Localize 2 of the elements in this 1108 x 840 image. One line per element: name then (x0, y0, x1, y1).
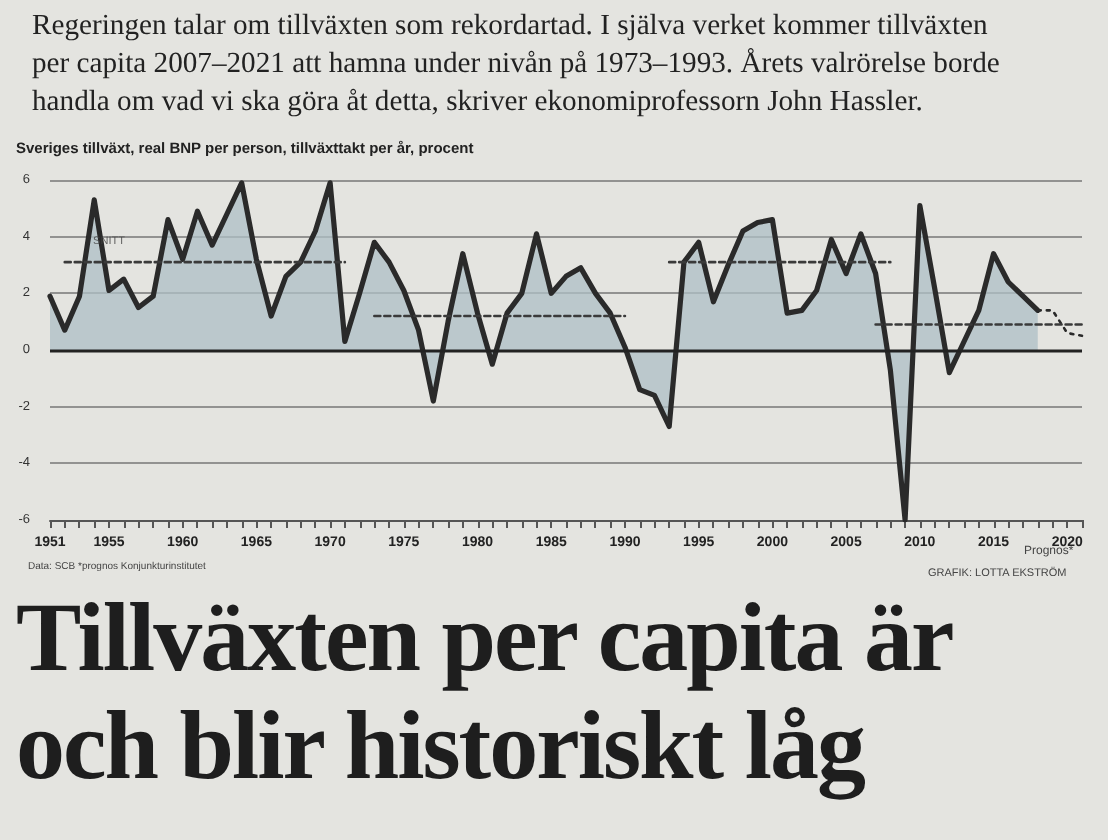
text: Tillväxten per capita är och blir historiskt låg (16, 582, 955, 800)
chart-subtitle: Regeringen talar om tillväxten som rekordartad. I själva verket kommer tillväxten per capita 2007–2021 att hamna under nivån på 1973–1993. Årets valrörelse borde handla om vad vi ska göra åt detta, skriver ekonomiprofessorn John Hassler. (32, 8, 1002, 122)
